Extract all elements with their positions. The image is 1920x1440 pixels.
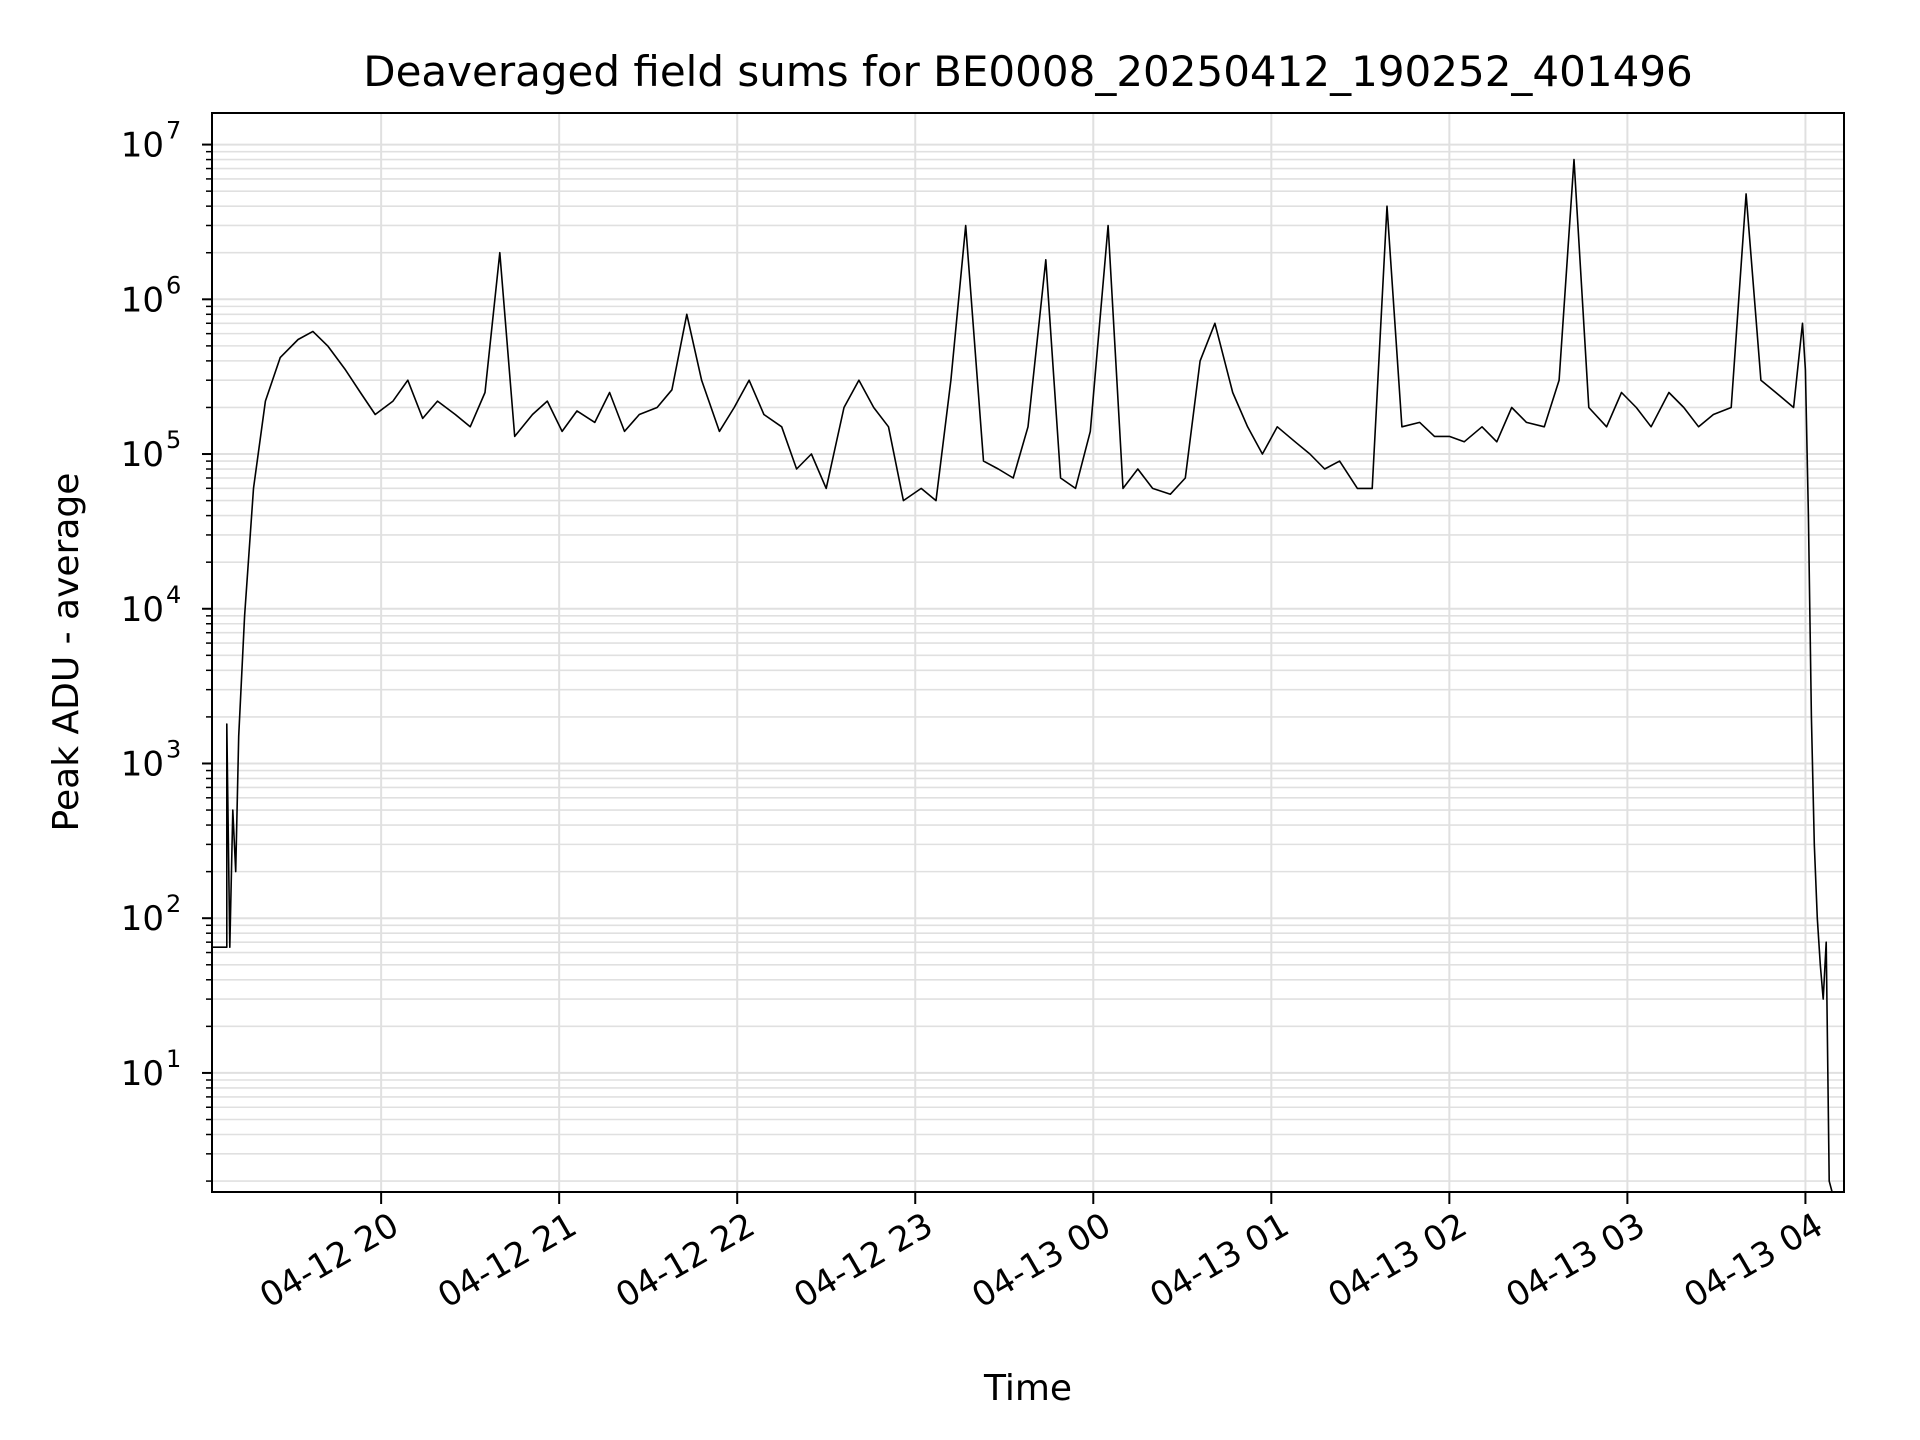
y-tick-exponent: 4 [166, 581, 181, 609]
x-axis-label: Time [983, 1368, 1072, 1409]
y-tick-label: 10 [121, 280, 164, 320]
plot-frame [211, 112, 1845, 1193]
y-tick-label: 10 [121, 590, 164, 630]
y-tick-label: 10 [121, 744, 164, 784]
y-tick-label: 10 [121, 435, 164, 475]
series-line-0 [212, 158, 1833, 1192]
y-tick-label: 10 [121, 899, 164, 939]
y-tick-label: 10 [121, 126, 164, 166]
y-tick-exponent: 2 [166, 890, 181, 918]
grid-lines [212, 113, 1844, 1192]
chart-title: Deaveraged field sums for BE0008_2025041… [363, 47, 1693, 96]
y-axis-label: Peak ADU - average [46, 473, 87, 832]
y-tick-exponent: 1 [166, 1045, 181, 1073]
y-tick-exponent: 5 [166, 426, 181, 454]
y-tick-label: 10 [121, 1054, 164, 1094]
y-tick-exponent: 6 [166, 271, 181, 299]
y-tick-exponent: 7 [166, 117, 181, 145]
y-tick-exponent: 3 [166, 735, 181, 763]
plot-area [212, 158, 1833, 1192]
